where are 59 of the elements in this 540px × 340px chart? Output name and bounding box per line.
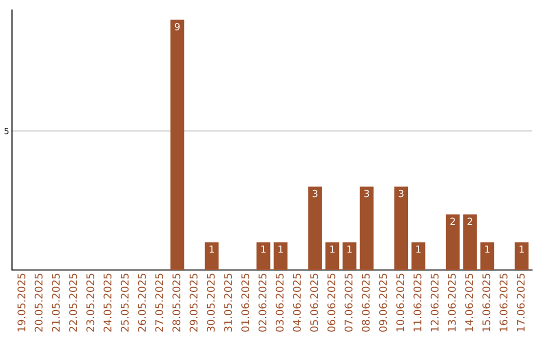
bar [204, 242, 219, 270]
x-tick-label: 17.06.2025 [516, 274, 525, 332]
x-tick-label: 22.05.2025 [69, 274, 78, 332]
data-label: 1 [485, 246, 490, 253]
x-tick-label: 01.06.2025 [241, 274, 250, 332]
x-tick-label: 09.06.2025 [379, 274, 387, 332]
x-tick-label: 23.05.2025 [86, 274, 94, 332]
bar [170, 20, 184, 270]
x-tick-label: 25.05.2025 [120, 274, 129, 332]
data-label: 2 [468, 218, 472, 225]
x-tick-label: 16.06.2025 [500, 274, 508, 332]
x-tick-label: 05.06.2025 [310, 274, 318, 332]
bar [308, 186, 322, 270]
data-label: 1 [416, 246, 421, 253]
bar [256, 242, 270, 270]
data-label: 3 [312, 190, 318, 198]
bar [394, 186, 408, 270]
x-tick-label: 13.06.2025 [448, 274, 456, 332]
x-tick-label: 08.06.2025 [362, 274, 370, 332]
x-tick-label: 26.05.2025 [138, 274, 146, 332]
x-tick-label: 21.05.2025 [52, 274, 60, 332]
bar [480, 242, 494, 270]
bar [446, 214, 460, 270]
data-label: 3 [398, 190, 404, 198]
data-label: 1 [347, 246, 352, 253]
data-label: 1 [278, 246, 283, 253]
bar [360, 186, 374, 270]
x-tick-label: 19.05.2025 [17, 274, 26, 332]
x-tick-label: 10.06.2025 [396, 274, 404, 332]
bar [411, 242, 426, 270]
x-tick-label: 02.06.2025 [258, 274, 266, 332]
x-tick-label: 07.06.2025 [344, 274, 353, 332]
data-label: 2 [450, 218, 455, 225]
x-tick-label: 24.05.2025 [104, 274, 112, 332]
x-tick-label: 14.06.2025 [465, 274, 474, 332]
x-tick-label: 29.05.2025 [190, 274, 198, 332]
bar [325, 242, 340, 270]
data-label: 3 [364, 190, 370, 198]
x-tick-label: 28.05.2025 [172, 274, 180, 332]
data-label: 1 [210, 246, 214, 253]
bar [274, 242, 288, 270]
x-tick-label: 20.05.2025 [34, 274, 43, 332]
data-label: 9 [174, 22, 180, 30]
data-label: 1 [261, 246, 266, 253]
x-tick-label: 30.05.2025 [206, 274, 215, 332]
bar [514, 242, 529, 270]
x-tick-label: 27.05.2025 [155, 274, 164, 332]
x-tick-label: 04.06.2025 [292, 274, 301, 332]
x-tick-label: 06.06.2025 [327, 274, 336, 332]
x-tick-label: 12.06.2025 [430, 274, 439, 332]
data-label: 1 [520, 246, 524, 253]
x-tick-label: 11.06.2025 [414, 274, 422, 332]
data-label: 1 [330, 246, 334, 253]
x-tick-label: 03.06.2025 [276, 274, 284, 332]
x-tick-label: 15.06.2025 [482, 274, 490, 332]
x-tick-label: 31.05.2025 [224, 274, 232, 332]
bar [342, 242, 356, 270]
bar [463, 214, 477, 270]
y-tick-label: 5 [4, 128, 8, 134]
